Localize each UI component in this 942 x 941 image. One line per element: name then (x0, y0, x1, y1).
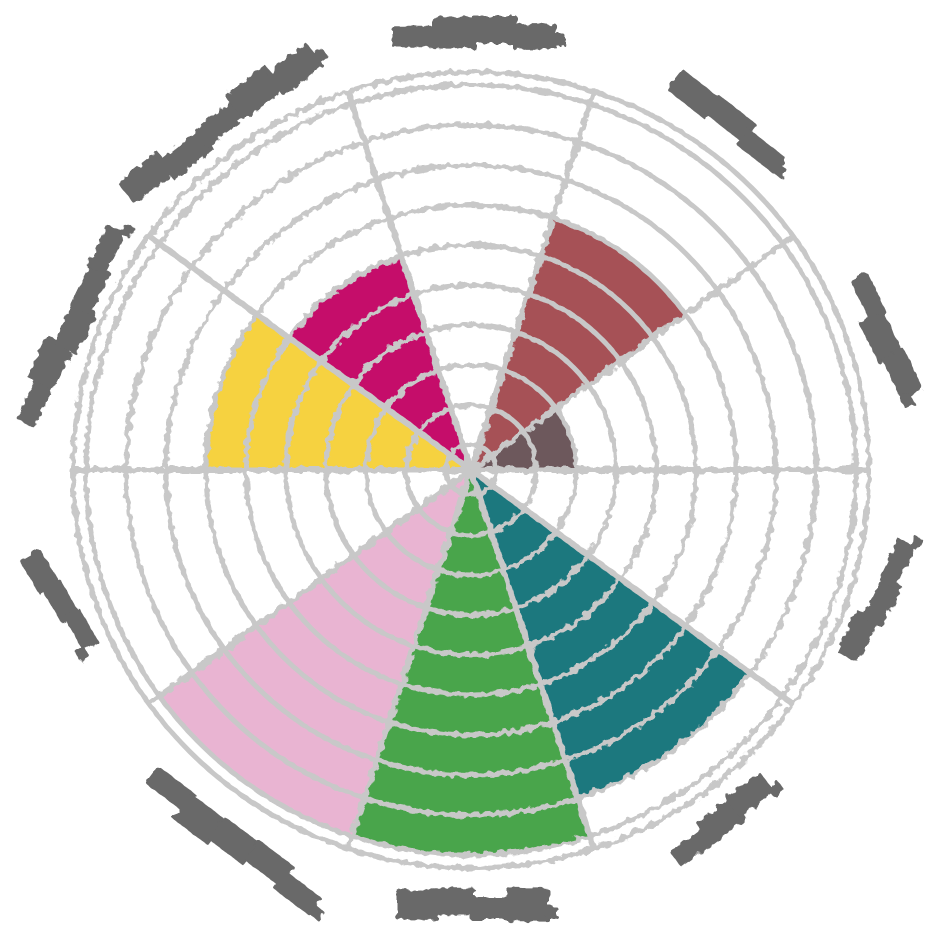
sector-label-blob-5 (16, 223, 135, 427)
label-block (670, 826, 716, 867)
sector-label-blob-3 (392, 15, 566, 49)
label-block-tail (311, 48, 328, 64)
label-block (736, 128, 786, 174)
sector-label-blob-9 (670, 772, 784, 867)
grid-spoke-36 (469, 233, 795, 473)
label-block (392, 25, 437, 48)
label-block-tail (553, 35, 566, 46)
label-block (244, 840, 295, 887)
label-block-tail (120, 223, 135, 239)
label-block (512, 24, 557, 49)
label-block (863, 577, 902, 628)
label-block (273, 871, 322, 916)
label-block (27, 335, 74, 390)
sector-label-blob-4 (117, 43, 328, 204)
sector-wedge-8 (352, 470, 590, 855)
label-block (117, 151, 174, 204)
label-block-tail (908, 535, 923, 551)
grid-spoke-288 (468, 469, 597, 850)
sector-label-blob-2 (667, 69, 788, 179)
chart-root (16, 15, 923, 922)
sector-label-blob-10 (837, 535, 923, 663)
label-block (726, 772, 774, 817)
label-block-tail (768, 781, 784, 797)
label-block (70, 263, 111, 315)
label-block (396, 890, 438, 920)
label-block-tail (545, 907, 558, 918)
grid-spoke-324 (469, 467, 795, 707)
label-block (63, 607, 98, 651)
label-block (87, 224, 125, 275)
label-block (472, 15, 517, 44)
grid-spoke-72 (468, 90, 597, 471)
label-block (225, 65, 284, 120)
label-block (42, 578, 79, 623)
label-block (208, 817, 261, 866)
sector-wedge-2 (471, 217, 686, 470)
label-block-tail (75, 646, 90, 662)
sector-wedge-7 (159, 470, 472, 837)
grid-spoke-144 (147, 233, 473, 473)
label-block (432, 17, 477, 49)
sector-wedge-4 (288, 256, 471, 470)
label-block (879, 538, 916, 588)
label-block (851, 273, 888, 322)
sector-label-blob-7 (146, 767, 324, 920)
grid-spoke-216 (147, 467, 473, 707)
grid-spoke-252 (345, 469, 474, 850)
label-block (194, 100, 247, 148)
label-block (882, 348, 923, 400)
label-block (507, 888, 549, 922)
label-block (470, 896, 512, 921)
sector-wedge-5 (206, 314, 471, 470)
label-block (267, 43, 323, 96)
label-block (859, 311, 903, 365)
label-block (667, 69, 721, 119)
label-block (146, 767, 196, 811)
label-block (433, 888, 475, 915)
label-block (837, 610, 879, 663)
label-block (53, 301, 97, 355)
label-block (16, 377, 55, 427)
label-block-tail (772, 163, 788, 179)
label-block (20, 549, 60, 595)
grid-spoke-108 (345, 90, 474, 471)
label-block (159, 130, 214, 180)
label-block (704, 95, 757, 142)
sector-label-blob-8 (396, 888, 558, 922)
sector-label-blob-6 (20, 549, 98, 662)
label-block-tail (308, 904, 324, 920)
sector-label-blob-1 (851, 273, 923, 408)
label-block-tail (899, 392, 915, 408)
sector-wedge-9 (471, 470, 751, 799)
